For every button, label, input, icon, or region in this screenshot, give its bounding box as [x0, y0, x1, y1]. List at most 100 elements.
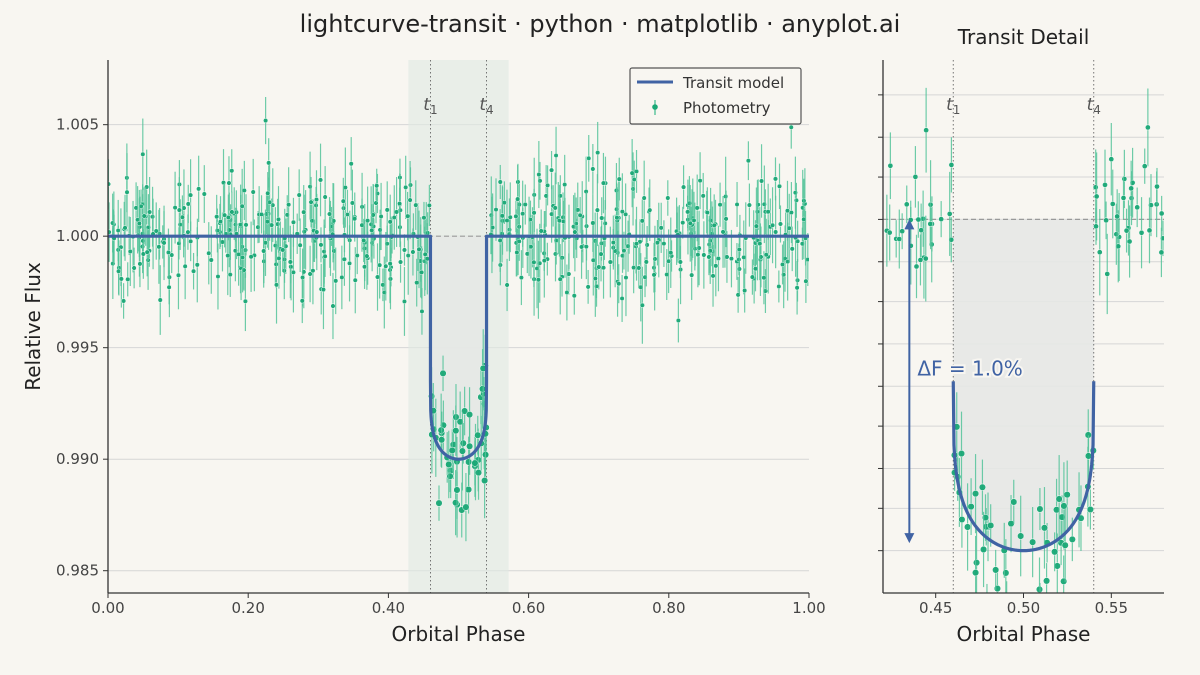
photometry-point — [222, 212, 228, 218]
photometry-point — [118, 276, 124, 282]
photometry-point — [685, 209, 691, 215]
photometry-point — [520, 211, 526, 217]
photometry-point — [654, 240, 661, 246]
photometry-point — [115, 227, 121, 234]
photometry-point — [541, 258, 547, 264]
photometry-point — [497, 179, 503, 185]
photometry-point — [317, 177, 324, 183]
photometry-point — [666, 258, 672, 264]
photometry-point — [592, 275, 598, 282]
photometry-point — [286, 202, 292, 208]
photometry-point — [538, 228, 544, 234]
photometry-point — [313, 196, 320, 203]
photometry-point — [422, 251, 428, 257]
photometry-point — [972, 490, 980, 498]
photometry-point — [1010, 498, 1018, 506]
photometry-point — [761, 201, 767, 207]
photometry-point — [403, 184, 409, 190]
photometry-point — [1121, 176, 1128, 182]
photometry-point — [248, 254, 254, 260]
photometry-point — [136, 220, 142, 227]
photometry-point — [887, 162, 894, 169]
photometry-point — [776, 183, 783, 189]
photometry-point — [923, 127, 929, 134]
photometry-point — [912, 174, 919, 180]
photometry-point — [514, 249, 520, 256]
photometry-point — [516, 238, 522, 244]
photometry-point — [179, 214, 185, 220]
photometry-point — [383, 263, 389, 269]
photometry-point — [987, 521, 995, 530]
photometry-point — [301, 209, 307, 215]
photometry-point — [176, 207, 182, 213]
y-tick-label: 0.995 — [56, 339, 99, 357]
photometry-point — [465, 486, 473, 494]
photometry-point — [749, 274, 755, 280]
photometry-point — [499, 213, 505, 219]
photometry-point — [779, 261, 786, 268]
photometry-point — [229, 168, 235, 174]
contact-label: t1 — [946, 95, 960, 117]
photometry-point — [697, 178, 703, 184]
photometry-point — [1043, 577, 1051, 585]
photometry-point — [633, 168, 640, 174]
photometry-point — [715, 255, 721, 262]
photometry-point — [571, 293, 577, 299]
photometry-point — [623, 275, 629, 281]
y-axis-label: Relative Flux — [21, 262, 45, 391]
photometry-point — [156, 244, 162, 250]
photometry-point — [746, 202, 752, 208]
legend-photometry-label: Photometry — [683, 99, 771, 117]
photometry-point — [378, 213, 384, 219]
photometry-point — [777, 221, 784, 227]
photometry-point — [157, 297, 163, 303]
photometry-point — [507, 214, 513, 220]
photometry-point — [536, 171, 542, 178]
photometry-point — [614, 215, 620, 221]
photometry-point — [308, 199, 314, 205]
photometry-point — [607, 259, 613, 265]
photometry-point — [144, 249, 150, 255]
photometry-point — [405, 213, 411, 219]
photometry-point — [595, 150, 601, 156]
photometry-point — [948, 162, 955, 168]
photometry-point — [770, 222, 776, 228]
photometry-point — [1053, 562, 1061, 570]
photometry-point — [665, 195, 671, 201]
photometry-point — [689, 272, 695, 278]
photometry-point — [680, 220, 686, 226]
photometry-point — [556, 218, 562, 224]
photometry-point — [619, 295, 625, 302]
photometry-point — [633, 241, 640, 247]
photometry-point — [452, 427, 460, 435]
photometry-point — [600, 265, 607, 271]
photometry-point — [261, 248, 267, 254]
photometry-point — [639, 218, 645, 224]
photometry-point — [446, 472, 454, 480]
photometry-point — [373, 200, 379, 206]
transit-model-line — [108, 234, 809, 461]
photometry-point — [761, 275, 767, 281]
photometry-point — [448, 446, 456, 454]
photometry-point — [121, 298, 127, 304]
photometry-point — [384, 207, 390, 213]
photometry-point — [314, 229, 320, 235]
photometry-point — [341, 256, 347, 262]
photometry-point — [651, 272, 657, 278]
photometry-point — [452, 499, 460, 507]
photometry-point — [728, 256, 735, 262]
photometry-point — [471, 459, 479, 467]
legend-photometry-marker — [652, 104, 658, 110]
photometry-point — [131, 265, 137, 271]
photometry-point — [419, 269, 425, 275]
photometry-point — [984, 602, 991, 609]
photometry-point — [757, 241, 763, 247]
photometry-point — [886, 229, 893, 236]
photometry-point — [208, 257, 214, 263]
photometry-point — [229, 209, 235, 215]
photometry-point — [401, 298, 408, 305]
photometry-point — [504, 282, 510, 288]
photometry-point — [1063, 491, 1071, 499]
photometry-point — [266, 160, 272, 166]
photometry-point — [275, 221, 281, 227]
